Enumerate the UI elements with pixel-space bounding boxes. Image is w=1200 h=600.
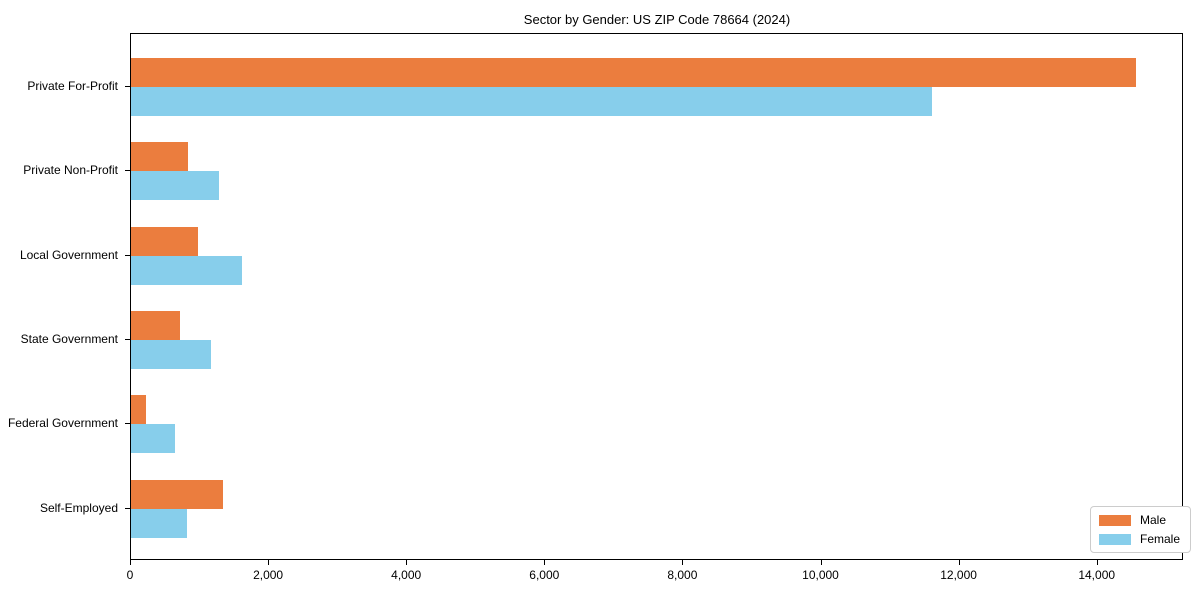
bar-female-private-non-profit — [131, 171, 220, 201]
ytick-mark — [125, 170, 130, 172]
ytick-label: Private For-Profit — [27, 79, 118, 93]
bar-female-local-government — [131, 255, 242, 285]
bar-female-self-employed — [131, 508, 187, 538]
plot-area — [130, 33, 1183, 560]
legend-swatch-male — [1099, 514, 1131, 526]
legend-swatch-female — [1099, 533, 1131, 545]
chart-title: Sector by Gender: US ZIP Code 78664 (202… — [523, 12, 791, 27]
xtick-label: 10,000 — [802, 568, 839, 582]
ytick-label: State Government — [20, 331, 118, 346]
bar-male-state-government — [131, 310, 180, 340]
bar-male-local-government — [131, 226, 199, 256]
bar-male-private-for-profit — [131, 58, 1136, 87]
legend: Male Female — [1090, 506, 1192, 553]
legend-label: Male — [1140, 513, 1167, 527]
bar-female-private-for-profit — [131, 87, 932, 116]
ytick-mark — [125, 86, 130, 87]
bar-male-federal-government — [131, 395, 146, 425]
xtick-label: 4,000 — [391, 568, 422, 582]
ytick-mark — [125, 507, 130, 509]
xtick-mark — [544, 560, 546, 565]
ytick-mark — [125, 254, 130, 256]
xtick-mark — [682, 560, 684, 565]
ytick-mark — [125, 338, 130, 340]
bar-female-federal-government — [131, 424, 175, 454]
bar-male-private-non-profit — [131, 142, 189, 172]
ytick-label: Private Non-Profit — [23, 163, 118, 178]
xtick-label: 14,000 — [1078, 568, 1116, 582]
xtick-mark — [958, 560, 960, 565]
xtick-label: 12,000 — [940, 568, 977, 582]
bar-male-self-employed — [131, 479, 224, 509]
xtick-mark — [1096, 560, 1098, 565]
xtick-label: 6,000 — [529, 568, 560, 582]
xtick-label: 0 — [126, 568, 134, 582]
xtick-mark — [130, 560, 131, 565]
ytick-label: Federal Government — [7, 416, 118, 431]
ytick-mark — [125, 423, 130, 425]
xtick-mark — [406, 560, 408, 565]
legend-entry-male: Male — [1099, 513, 1180, 527]
legend-entry-female: Female — [1099, 532, 1180, 546]
xtick-label: 8,000 — [667, 568, 698, 582]
bar-female-state-government — [131, 339, 212, 369]
ytick-label: Self-Employed — [39, 500, 118, 515]
xtick-mark — [820, 560, 822, 565]
legend-label: Female — [1140, 532, 1181, 546]
ytick-label: Local Government — [19, 247, 118, 262]
xtick-label: 2,000 — [253, 568, 284, 582]
xtick-mark — [268, 560, 270, 565]
